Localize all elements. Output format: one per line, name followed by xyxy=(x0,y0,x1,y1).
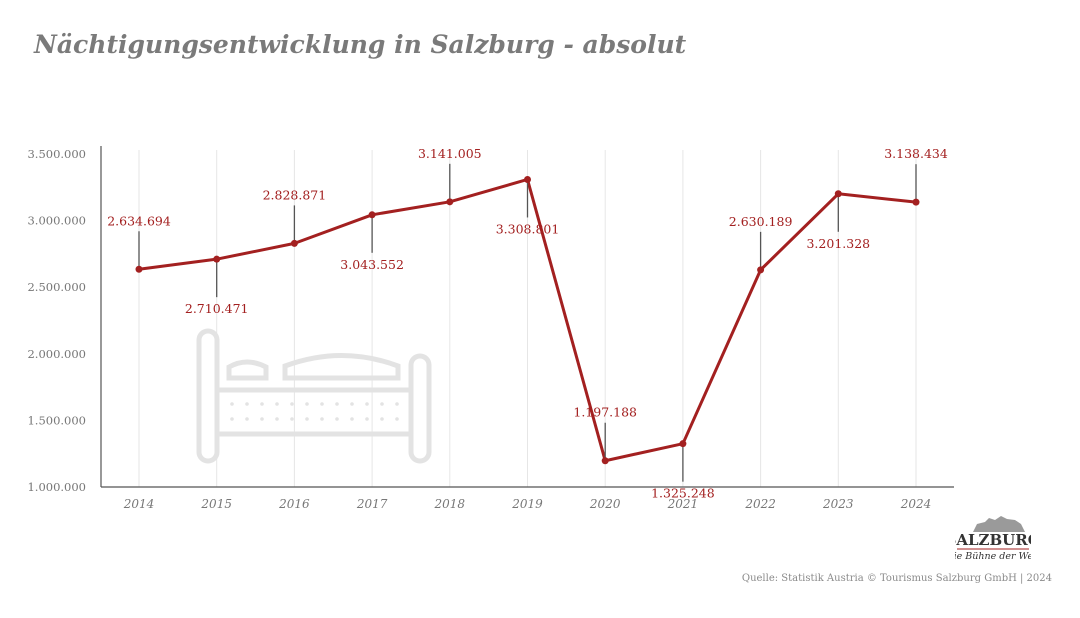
source-note: Quelle: Statistik Austria © Tourismus Sa… xyxy=(741,573,1052,584)
data-label: 2.828.871 xyxy=(263,187,327,202)
data-point xyxy=(601,457,609,465)
data-label: 3.138.434 xyxy=(884,146,948,161)
bed-dot xyxy=(350,402,354,406)
x-tick-label: 2016 xyxy=(278,497,310,511)
bed-dot xyxy=(245,417,249,421)
bed-dot xyxy=(335,417,339,421)
bed-dot xyxy=(350,417,354,421)
bed-dot xyxy=(305,417,309,421)
bed-dot xyxy=(365,402,369,406)
x-tick-label: 2018 xyxy=(434,497,466,511)
bed-dot xyxy=(275,417,279,421)
axes: 2014 2015 2016 2017 2018 2019 2020 2021 2022 2023… xyxy=(27,146,954,511)
data-point xyxy=(834,190,842,198)
bed-dot xyxy=(230,417,234,421)
y-tick-label: 3.000.000 xyxy=(27,214,86,228)
data-label: 3.308.801 xyxy=(496,221,560,236)
data-point xyxy=(368,211,376,219)
data-point xyxy=(135,265,143,273)
logo-skyline-icon: SALZBURG Die Bühne der Welt xyxy=(945,516,1041,562)
y-tick-label: 3.500.000 xyxy=(27,147,86,161)
bed-dot xyxy=(245,402,249,406)
x-tick-label: 2024 xyxy=(900,497,932,511)
x-tick-label: 2021 xyxy=(667,497,699,511)
chart-title: Nächtigungsentwicklung in Salzburg - abs… xyxy=(34,30,687,59)
data-point xyxy=(290,239,298,247)
bed-dot xyxy=(290,417,294,421)
bed-dot xyxy=(380,417,384,421)
data-point xyxy=(524,175,531,183)
data-point xyxy=(679,440,687,448)
x-tick-label: 2020 xyxy=(589,497,621,511)
x-tick-label: 2017 xyxy=(356,497,388,511)
x-tick-label: 2014 xyxy=(123,497,155,511)
bed-dot xyxy=(230,402,234,406)
x-tick-label: 2015 xyxy=(200,497,232,511)
bed-dot xyxy=(275,402,279,406)
data-label: 1.325.248 xyxy=(651,486,715,501)
bed-dot xyxy=(320,417,324,421)
y-tick-label: 1.000.000 xyxy=(27,480,86,494)
y-tick-label: 2.500.000 xyxy=(27,280,86,294)
data-label: 3.141.005 xyxy=(418,146,482,161)
bed-dot xyxy=(320,402,324,406)
data-point xyxy=(446,198,454,206)
data-point xyxy=(213,255,221,263)
bed-dot xyxy=(260,402,264,406)
x-tick-label: 2022 xyxy=(744,497,776,511)
y-tick-label: 2.000.000 xyxy=(27,347,86,361)
bed-dots xyxy=(230,402,399,421)
bed-dot xyxy=(395,402,399,406)
data-label: 2.710.471 xyxy=(185,301,249,316)
bed-dot xyxy=(290,402,294,406)
x-tick-label: 2019 xyxy=(511,497,543,511)
svg-text:SALZBURG: SALZBURG xyxy=(955,531,1031,549)
data-label: 2.630.189 xyxy=(729,214,793,229)
data-label: 3.043.552 xyxy=(340,257,404,272)
salzburg-logo: SALZBURG Die Bühne der Welt xyxy=(945,512,1041,562)
bed-dot xyxy=(260,417,264,421)
bed-dot xyxy=(365,417,369,421)
bed-dot xyxy=(335,402,339,406)
x-tick-label: 2023 xyxy=(822,497,854,511)
data-label: 2.634.694 xyxy=(107,213,171,228)
data-point xyxy=(912,198,920,206)
svg-text:Die Bühne der Welt: Die Bühne der Welt xyxy=(955,551,1031,562)
bed-icon xyxy=(196,328,432,464)
bed-dot xyxy=(305,402,309,406)
data-marks: 2.634.694 2.710.471 2.828.871 3.043.552 3.14… xyxy=(107,146,948,501)
data-point xyxy=(757,266,765,274)
data-label: 1.197.188 xyxy=(573,405,637,420)
data-label: 3.201.328 xyxy=(806,236,870,251)
bed-dot xyxy=(395,417,399,421)
bed-dot xyxy=(380,402,384,406)
y-tick-label: 1.500.000 xyxy=(27,413,86,427)
